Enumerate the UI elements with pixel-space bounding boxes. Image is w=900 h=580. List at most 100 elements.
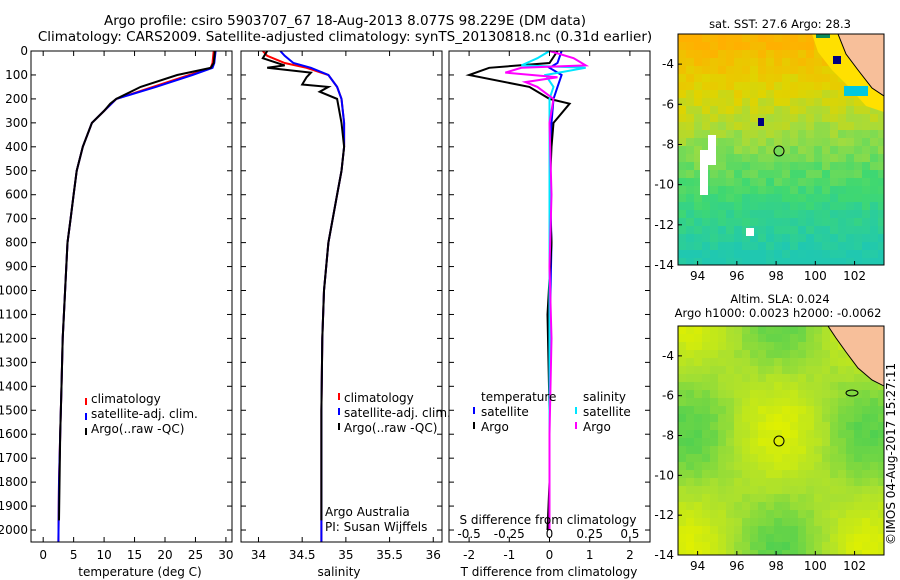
sst-field-cell — [862, 154, 871, 163]
depth-tick-label: 100 — [5, 68, 28, 82]
sla-field-cell — [806, 454, 815, 463]
salinity-annotation-argo-australia: Argo Australia — [325, 505, 410, 519]
sst-field-cell — [878, 154, 884, 163]
sst-field-cell — [870, 114, 879, 123]
legend-label-argo: Argo(..raw -QC) — [344, 421, 437, 435]
sst-field-cell — [694, 186, 703, 195]
sla-field-cell — [710, 510, 719, 519]
sst-field-cell — [734, 202, 743, 211]
sla-field-cell — [718, 518, 727, 527]
sla-field-cell — [822, 486, 831, 495]
sst-field-cell — [718, 58, 727, 67]
sla-field-cell — [838, 518, 847, 527]
sla-field-cell — [702, 374, 711, 383]
sla-field-cell — [702, 534, 711, 543]
sla-field-cell — [790, 510, 799, 519]
sst-field-cell — [782, 146, 791, 155]
sla-field-cell — [734, 390, 743, 399]
sst-field-cell — [694, 34, 703, 43]
sla-field-cell — [870, 478, 879, 487]
sla-field-cell — [766, 550, 775, 555]
sst-field-cell — [822, 226, 831, 235]
sla-field-cell — [846, 430, 855, 439]
sla-field-cell — [702, 438, 711, 447]
sla-field-cell — [726, 390, 735, 399]
sla-field-cell — [702, 486, 711, 495]
sla-field-cell — [734, 478, 743, 487]
sla-field-cell — [758, 342, 767, 351]
temperature-legend: climatology satellite-adj. clim. Argo(..… — [85, 392, 198, 436]
sst-field-cell — [678, 194, 687, 203]
sst-field-cell — [878, 234, 884, 243]
sla-field-cell — [726, 494, 735, 503]
sla-landmass — [827, 326, 884, 387]
sst-field-cell — [718, 66, 727, 75]
sla-field-cell — [694, 422, 703, 431]
sla-field-cell — [854, 406, 863, 415]
difference-series-temperature-argo — [465, 50, 572, 531]
sst-field-cell — [726, 202, 735, 211]
sla-field-cell — [702, 430, 711, 439]
sst-field-cell — [830, 250, 839, 259]
sla-field-cell — [790, 534, 799, 543]
sla-field-cell — [854, 438, 863, 447]
sst-field-cell — [822, 234, 831, 243]
sla-field-cell — [806, 446, 815, 455]
sst-field-cell — [726, 226, 735, 235]
sst-map-frame — [677, 33, 885, 266]
sst-field-cell — [742, 186, 751, 195]
sla-field-cell — [710, 366, 719, 375]
sst-field-cell — [686, 258, 695, 265]
sla-field-cell — [830, 358, 839, 367]
sst-field-cell — [718, 210, 727, 219]
sla-field-cell — [798, 446, 807, 455]
sst-field-cell — [750, 98, 759, 107]
difference-x2tick-label: -0.25 — [494, 527, 525, 541]
sla-field-cell — [838, 534, 847, 543]
sst-field-cell — [678, 82, 687, 91]
sst-field-cell — [814, 130, 823, 139]
sst-field-cell — [782, 170, 791, 179]
sla-field-cell — [702, 502, 711, 511]
sla-field-cell — [790, 462, 799, 471]
sla-field-cell — [694, 470, 703, 479]
sst-field-cell — [758, 218, 767, 227]
sla-field-cell — [814, 454, 823, 463]
sla-field-cell — [862, 510, 871, 519]
sst-field-cell — [766, 162, 775, 171]
sla-field-cell — [846, 366, 855, 375]
sst-field-cell — [766, 154, 775, 163]
sst-field-cell — [718, 226, 727, 235]
sst-field-cell — [846, 178, 855, 187]
sst-field-cell — [758, 170, 767, 179]
sst-field-cell — [830, 162, 839, 171]
sst-field-cell — [686, 42, 695, 51]
sst-xtick-label: 98 — [768, 269, 783, 283]
sla-field-cell — [710, 478, 719, 487]
sst-field-cell — [678, 250, 687, 259]
sst-xtick-label: 100 — [804, 269, 827, 283]
sst-field-cell — [766, 42, 775, 51]
sst-field-cell — [758, 82, 767, 91]
sst-field-cell — [838, 242, 847, 251]
sla-field-cell — [678, 430, 687, 439]
sla-field-cell — [702, 526, 711, 535]
sst-field-cell — [814, 74, 823, 83]
sla-field-cell — [726, 502, 735, 511]
sst-field-cell — [782, 258, 791, 265]
sst-field-cell — [854, 218, 863, 227]
sla-ytick-label: -6 — [662, 389, 674, 403]
sla-field-cell — [686, 550, 695, 555]
sla-field-cell — [742, 534, 751, 543]
difference-x2tick-label: -0.5 — [457, 527, 480, 541]
sst-field-cell — [766, 106, 775, 115]
sst-field-cell — [694, 202, 703, 211]
sst-field-cell — [734, 234, 743, 243]
sst-field-cell — [878, 122, 884, 131]
sla-field-cell — [862, 470, 871, 479]
sst-field-cell — [726, 50, 735, 59]
sla-field-cell — [750, 358, 759, 367]
sla-field-cell — [870, 526, 879, 535]
sst-field-cell — [766, 90, 775, 99]
sla-field-cell — [830, 382, 839, 391]
